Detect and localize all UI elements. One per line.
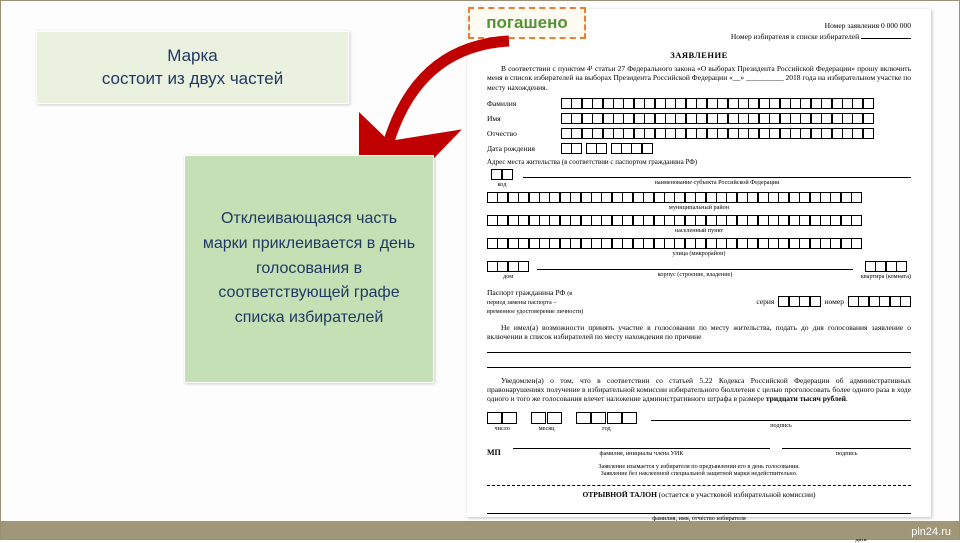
field-surname: Фамилия xyxy=(487,98,911,109)
watermark: pln24.ru xyxy=(911,526,951,538)
voter-number-label: Номер избирателя в списке избирателей xyxy=(731,32,859,41)
application-form-document: Номер заявления 0 000 000 Номер избирате… xyxy=(467,9,931,517)
curved-arrow-icon xyxy=(359,26,529,171)
reason-text: Не имел(а) возможности принять участие в… xyxy=(487,323,911,342)
field-dob: Дата рождения xyxy=(487,143,911,154)
field-name: Имя xyxy=(487,113,911,124)
title-callout: Марка состоит из двух частей xyxy=(36,31,349,104)
warning-text: Уведомлен(а) о том, что в соответствии с… xyxy=(487,376,911,404)
explanation-callout: Отклеивающаяся часть марки приклеивается… xyxy=(184,155,434,383)
app-number-label: Номер заявления xyxy=(825,21,879,30)
field-patronymic: Отчество xyxy=(487,128,911,139)
bottom-bar xyxy=(1,521,959,539)
doc-intro: В соответствии с пунктом 4¹ статьи 27 Фе… xyxy=(487,64,911,92)
address-label: Адрес места жительства (в соответствии с… xyxy=(487,158,911,166)
app-number-value: 0 000 000 xyxy=(881,21,911,30)
doc-heading: ЗАЯВЛЕНИЕ xyxy=(487,50,911,60)
